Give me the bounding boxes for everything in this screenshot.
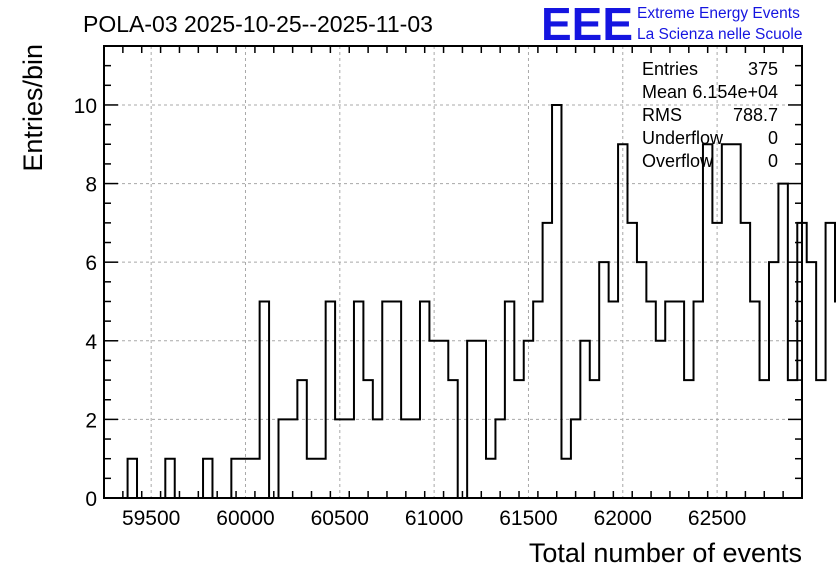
histogram-bin (571, 419, 580, 498)
histogram-bin (628, 223, 637, 498)
histogram-bin (543, 223, 552, 498)
histogram-bin (165, 459, 174, 498)
logo-mark: EEE (541, 0, 633, 50)
histogram-bin (712, 223, 721, 498)
stats-underflow-label: Underflow (642, 128, 724, 148)
x-tick-label: 61000 (405, 507, 463, 530)
histogram-bin (373, 419, 382, 498)
x-tick-label: 62500 (688, 507, 746, 530)
histogram-bin (637, 262, 646, 498)
y-tick-label: 10 (74, 95, 97, 118)
histogram-bin (382, 301, 391, 498)
y-tick-label: 4 (85, 331, 97, 354)
histogram-bin (580, 341, 589, 498)
histogram-bin (486, 459, 495, 498)
chart-title: POLA-03 2025-10-25--2025-11-03 (83, 11, 433, 37)
stats-entries-value: 375 (748, 59, 778, 79)
y-tick-label: 0 (85, 488, 97, 511)
y-tick-label: 8 (85, 174, 97, 197)
histogram-bin (279, 419, 288, 498)
x-tick-labels: 59500 60000 60500 61000 61500 62000 62500 (122, 507, 746, 530)
histogram-bin (646, 301, 655, 498)
histogram-bin (260, 301, 269, 498)
histogram-bin (675, 301, 684, 498)
histogram-bin (345, 419, 354, 498)
stats-mean-label: Mean (642, 82, 687, 102)
histogram-bin (656, 341, 665, 498)
histogram-bin (316, 459, 325, 498)
histogram-bin (420, 301, 429, 498)
stats-overflow-value: 0 (768, 151, 778, 171)
histogram-bin (609, 301, 618, 498)
x-tick-label: 62000 (594, 507, 652, 530)
histogram-bin (741, 223, 750, 498)
plot-frame (103, 45, 803, 499)
x-tick-label: 61500 (499, 507, 557, 530)
histogram-bin (335, 419, 344, 498)
histogram-bin (778, 184, 787, 498)
histogram-bin (599, 262, 608, 498)
histogram-bin (552, 105, 561, 498)
y-tick-label: 2 (85, 409, 97, 432)
logo-line-1: Extreme Energy Events (637, 5, 800, 22)
eee-logo: EEE Extreme Energy Events La Scienza nel… (541, 0, 802, 50)
histogram-bin (816, 380, 825, 498)
x-tick-label: 60000 (216, 507, 274, 530)
histogram-bin (561, 459, 570, 498)
histogram-bin (241, 459, 250, 498)
histogram-bin (448, 380, 457, 498)
histogram-bin (297, 380, 306, 498)
stats-box: Entries 375 Mean 6.154e+04 RMS 788.7 Und… (642, 59, 778, 171)
histogram-bin (703, 144, 712, 498)
histogram-bin (722, 144, 731, 498)
y-tick-label: 6 (85, 252, 97, 275)
stats-entries-label: Entries (642, 59, 698, 79)
stats-rms-label: RMS (642, 105, 682, 125)
histogram-bin (514, 380, 523, 498)
histogram-bin (807, 262, 816, 498)
histogram-bin (411, 419, 420, 498)
histogram-bin (326, 301, 335, 498)
stats-underflow-value: 0 (768, 128, 778, 148)
y-axis-title: Entries/bin (18, 44, 48, 172)
histogram-bin (750, 301, 759, 498)
histogram-bin (618, 144, 627, 498)
stats-rms-value: 788.7 (733, 105, 778, 125)
histogram-bin (392, 301, 401, 498)
histogram-bin (524, 341, 533, 498)
histogram-bin (684, 380, 693, 498)
histogram-bin (505, 301, 514, 498)
histogram-bin (401, 419, 410, 498)
stats-overflow-label: Overflow (642, 151, 714, 171)
logo-line-2: La Scienza nelle Scuole (637, 26, 802, 43)
x-tick-label: 59500 (122, 507, 180, 530)
histogram-bin (477, 341, 486, 498)
grid-lines (104, 46, 802, 498)
histogram-bin (439, 341, 448, 498)
x-tick-label: 60500 (311, 507, 369, 530)
histogram-bin (769, 262, 778, 498)
histogram-bin (128, 459, 137, 498)
histogram-bin (429, 341, 438, 498)
histogram-bin (694, 301, 703, 498)
histogram-bin (354, 301, 363, 498)
x-axis-title: Total number of events (529, 538, 802, 568)
histogram-outline (126, 103, 836, 499)
stats-mean-value: 6.154e+04 (692, 82, 778, 102)
axis-ticks (103, 45, 803, 499)
histogram-bin (288, 419, 297, 498)
histogram-bin (826, 223, 835, 498)
histogram-bars (126, 103, 836, 499)
histogram-bin (665, 301, 674, 498)
histogram-bin (467, 341, 476, 498)
histogram-bin (590, 380, 599, 498)
histogram-bin (533, 301, 542, 498)
histogram-bin (731, 144, 740, 498)
histogram-bin (495, 419, 504, 498)
histogram-bin (760, 380, 769, 498)
histogram-bin (203, 459, 212, 498)
histogram-bin (363, 380, 372, 498)
y-tick-labels: 0 2 4 6 8 10 (74, 95, 98, 511)
